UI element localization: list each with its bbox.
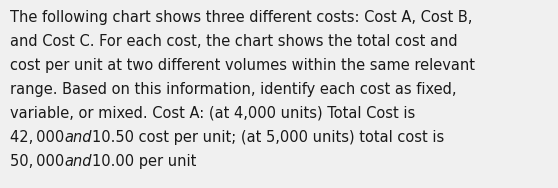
Text: 10.50 cost per unit; (at 5,000 units) total cost is: 10.50 cost per unit; (at 5,000 units) to… xyxy=(92,130,444,145)
Text: range. Based on this information, identify each cost as fixed,: range. Based on this information, identi… xyxy=(10,82,456,97)
Text: variable, or mixed. Cost A: (at 4,000 units) Total Cost is: variable, or mixed. Cost A: (at 4,000 un… xyxy=(10,106,415,121)
Text: 42, 000: 42, 000 xyxy=(10,130,64,145)
Text: 10.00 per unit: 10.00 per unit xyxy=(92,154,196,169)
Text: The following chart shows three different costs: Cost A, Cost B,: The following chart shows three differen… xyxy=(10,10,473,25)
Text: 50, 000: 50, 000 xyxy=(10,154,64,169)
Text: cost per unit at two different volumes within the same relevant: cost per unit at two different volumes w… xyxy=(10,58,475,73)
Text: and: and xyxy=(64,130,92,145)
Text: and: and xyxy=(64,154,92,169)
Text: and Cost C. For each cost, the chart shows the total cost and: and Cost C. For each cost, the chart sho… xyxy=(10,34,458,49)
